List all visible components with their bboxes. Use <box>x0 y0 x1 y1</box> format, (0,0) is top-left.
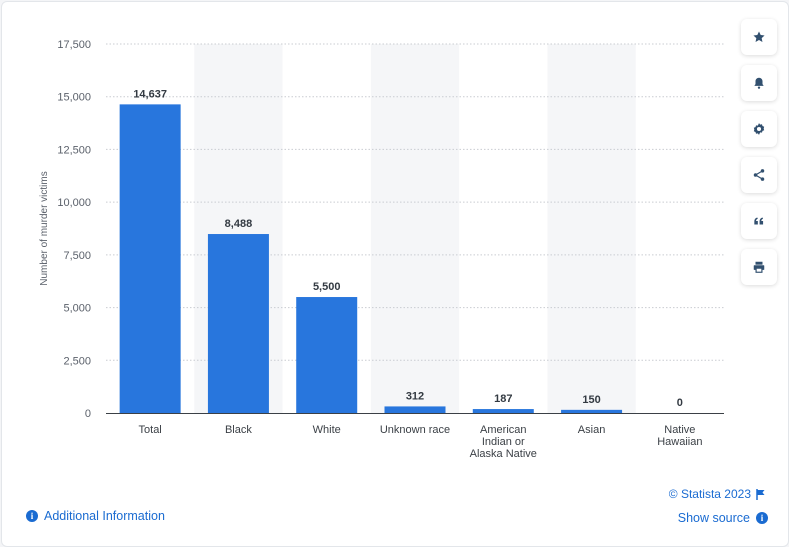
flag-icon <box>756 488 765 500</box>
quote-icon <box>754 217 764 225</box>
x-tick-label: Native Hawaiian <box>657 424 702 448</box>
value-label: 5,500 <box>313 281 341 293</box>
y-tick-label: 15,000 <box>57 92 91 104</box>
x-tick-label-line: American <box>480 424 526 436</box>
bar <box>207 234 269 413</box>
notification-button[interactable] <box>741 65 777 101</box>
share-icon <box>753 169 765 181</box>
x-tick-label-line: Hawaiian <box>657 436 702 448</box>
x-tick-label-line: Indian or <box>482 436 525 448</box>
x-tick-label: American Indian or Alaska Native <box>470 424 537 460</box>
additional-information-link[interactable]: i Additional Information <box>26 509 165 523</box>
bar <box>119 104 181 413</box>
bar <box>384 406 446 413</box>
bar <box>561 409 623 413</box>
bar <box>472 409 534 413</box>
value-label: 14,637 <box>133 88 167 100</box>
x-tick-label-line: Unknown race <box>380 424 450 436</box>
category-band <box>370 44 460 413</box>
x-tick-label: Unknown race <box>380 424 450 436</box>
additional-information-label: Additional Information <box>44 509 165 523</box>
share-button[interactable] <box>741 157 777 193</box>
x-tick-label-line: Black <box>225 424 252 436</box>
y-tick-label: 5,000 <box>63 303 91 315</box>
y-tick-label: 10,000 <box>57 197 91 209</box>
x-tick-label-line: Alaska Native <box>470 448 537 460</box>
x-tick-label-line: Asian <box>578 424 606 436</box>
x-tick-label-line: Total <box>139 424 162 436</box>
print-button[interactable] <box>741 249 777 285</box>
favorite-button[interactable] <box>741 19 777 55</box>
x-tick-label: Black <box>225 424 252 436</box>
x-tick-label: Asian <box>578 424 606 436</box>
value-label: 150 <box>582 394 600 406</box>
settings-button[interactable] <box>741 111 777 147</box>
side-toolbar <box>741 19 777 285</box>
y-tick-label: 12,500 <box>57 144 91 156</box>
info-icon: i <box>26 510 38 522</box>
info-icon: i <box>756 512 768 524</box>
category-band <box>547 44 636 413</box>
y-tick-label: 17,500 <box>57 39 91 51</box>
x-tick-label: White <box>313 424 341 436</box>
copyright-label: © Statista 2023 <box>668 487 751 501</box>
show-source-label: Show source <box>677 511 750 525</box>
statista-copyright-link[interactable]: © Statista 2023 <box>669 487 766 501</box>
x-tick-label-line: White <box>313 424 341 436</box>
y-tick-label: 0 <box>85 408 91 420</box>
cite-button[interactable] <box>741 203 777 239</box>
x-tick-label: Total <box>139 424 162 436</box>
print-icon <box>753 261 765 273</box>
y-axis-title: Number of murder victims <box>39 171 50 285</box>
y-tick-label: 2,500 <box>63 355 91 367</box>
show-source-link[interactable]: Show source i <box>678 511 768 525</box>
bar <box>296 297 358 413</box>
star-icon <box>753 31 765 42</box>
x-tick-label-line: Native <box>664 424 695 436</box>
y-tick-label: 7,500 <box>63 250 91 262</box>
gear-icon <box>753 123 765 135</box>
value-label: 312 <box>406 390 424 402</box>
value-label: 187 <box>494 393 512 405</box>
bell-icon <box>754 77 764 89</box>
value-label: 8,488 <box>225 218 253 230</box>
value-label: 0 <box>677 397 683 409</box>
